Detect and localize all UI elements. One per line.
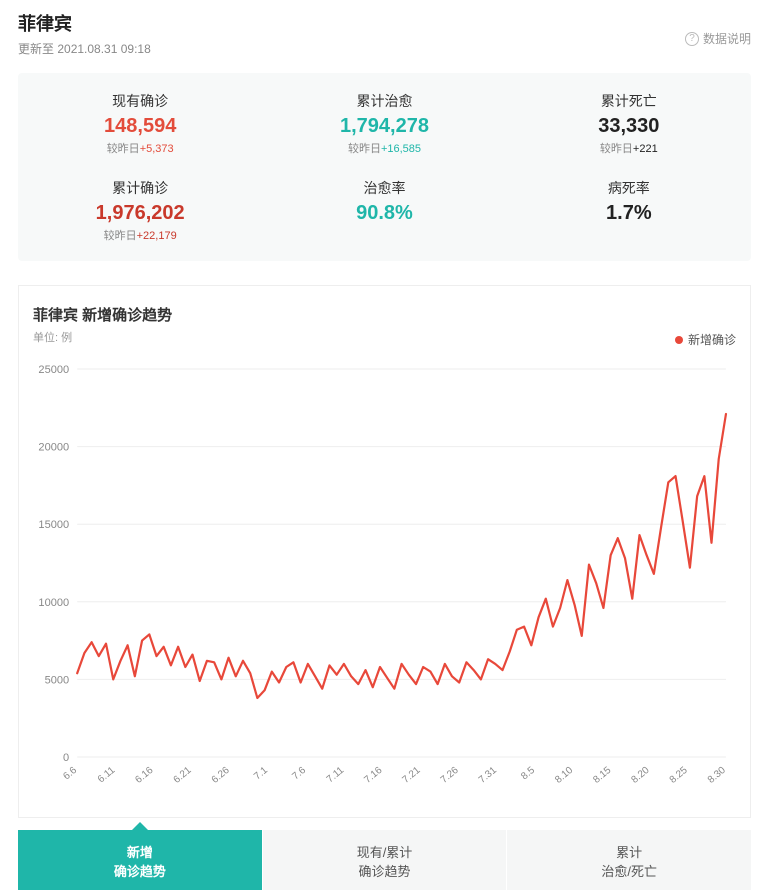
data-help-link[interactable]: ? 数据说明: [685, 30, 751, 47]
question-icon: ?: [685, 32, 699, 46]
stat-cell: 累计确诊 1,976,202 较昨日+22,179: [18, 178, 262, 243]
chart-unit: 单位: 例: [33, 329, 736, 345]
stat-delta: 较昨日+16,585: [262, 140, 506, 156]
svg-text:6.21: 6.21: [172, 765, 194, 786]
chart-legend: 新增确诊: [675, 331, 736, 348]
stat-delta: 较昨日+22,179: [18, 227, 262, 243]
svg-text:7.11: 7.11: [325, 765, 347, 786]
svg-text:6.16: 6.16: [133, 765, 155, 786]
stat-value: 1.7%: [507, 202, 751, 225]
svg-text:8.10: 8.10: [553, 765, 575, 786]
stat-cell: 现有确诊 148,594 较昨日+5,373: [18, 91, 262, 156]
stats-panel: 现有确诊 148,594 较昨日+5,373 累计治愈 1,794,278 较昨…: [18, 73, 751, 261]
svg-text:7.16: 7.16: [362, 765, 384, 786]
stat-cell: 病死率 1.7%: [507, 178, 751, 243]
chart-tabs: 新增确诊趋势现有/累计确诊趋势累计治愈/死亡: [18, 830, 751, 890]
svg-text:8.15: 8.15: [591, 765, 613, 786]
stat-label: 现有确诊: [18, 91, 262, 111]
chart-title: 菲律宾 新增确诊趋势: [33, 304, 736, 325]
stat-label: 累计确诊: [18, 178, 262, 198]
legend-dot-icon: [675, 336, 683, 344]
stat-value: 90.8%: [262, 202, 506, 225]
header: 菲律宾 更新至 2021.08.31 09:18 ? 数据说明: [0, 0, 769, 65]
svg-text:6.6: 6.6: [61, 765, 79, 783]
stat-cell: 治愈率 90.8%: [262, 178, 506, 243]
svg-text:15000: 15000: [38, 519, 69, 531]
svg-text:6.26: 6.26: [210, 765, 232, 786]
svg-text:6.11: 6.11: [96, 765, 118, 786]
svg-text:8.30: 8.30: [706, 765, 728, 786]
svg-text:7.1: 7.1: [252, 765, 270, 783]
svg-text:5000: 5000: [45, 674, 70, 686]
svg-text:8.25: 8.25: [668, 765, 690, 786]
updated-time: 更新至 2021.08.31 09:18: [18, 40, 751, 57]
svg-text:8.5: 8.5: [519, 765, 537, 783]
chart-tab[interactable]: 现有/累计确诊趋势: [262, 830, 507, 890]
page-title: 菲律宾: [18, 10, 751, 36]
legend-label: 新增确诊: [688, 331, 736, 348]
chart-tab[interactable]: 累计治愈/死亡: [506, 830, 751, 890]
stat-cell: 累计治愈 1,794,278 较昨日+16,585: [262, 91, 506, 156]
stat-delta: 较昨日+221: [507, 140, 751, 156]
svg-text:20000: 20000: [38, 442, 69, 454]
svg-text:7.31: 7.31: [477, 765, 499, 786]
stat-value: 148,594: [18, 115, 262, 138]
stat-value: 1,976,202: [18, 202, 262, 225]
stat-label: 累计死亡: [507, 91, 751, 111]
stat-label: 治愈率: [262, 178, 506, 198]
svg-text:7.26: 7.26: [439, 765, 461, 786]
chart-card: 菲律宾 新增确诊趋势 单位: 例 新增确诊 0 5000 10000 15000 200…: [18, 285, 751, 818]
stat-value: 1,794,278: [262, 115, 506, 138]
svg-text:7.21: 7.21: [401, 765, 423, 786]
svg-text:10000: 10000: [38, 597, 69, 609]
chart-tab[interactable]: 新增确诊趋势: [18, 830, 262, 890]
stat-cell: 累计死亡 33,330 较昨日+221: [507, 91, 751, 156]
stat-delta: 较昨日+5,373: [18, 140, 262, 156]
svg-text:7.6: 7.6: [290, 765, 308, 783]
stat-label: 病死率: [507, 178, 751, 198]
svg-text:8.20: 8.20: [630, 765, 652, 786]
chart-area: 0 5000 10000 15000 20000 25000 6.6 6.11 6.16 6.21…: [33, 363, 736, 803]
svg-text:25000: 25000: [38, 364, 69, 376]
line-chart: 0 5000 10000 15000 20000 25000 6.6 6.11 6.16 6.21…: [33, 363, 736, 803]
stat-label: 累计治愈: [262, 91, 506, 111]
stat-value: 33,330: [507, 115, 751, 138]
svg-text:0: 0: [63, 752, 69, 764]
